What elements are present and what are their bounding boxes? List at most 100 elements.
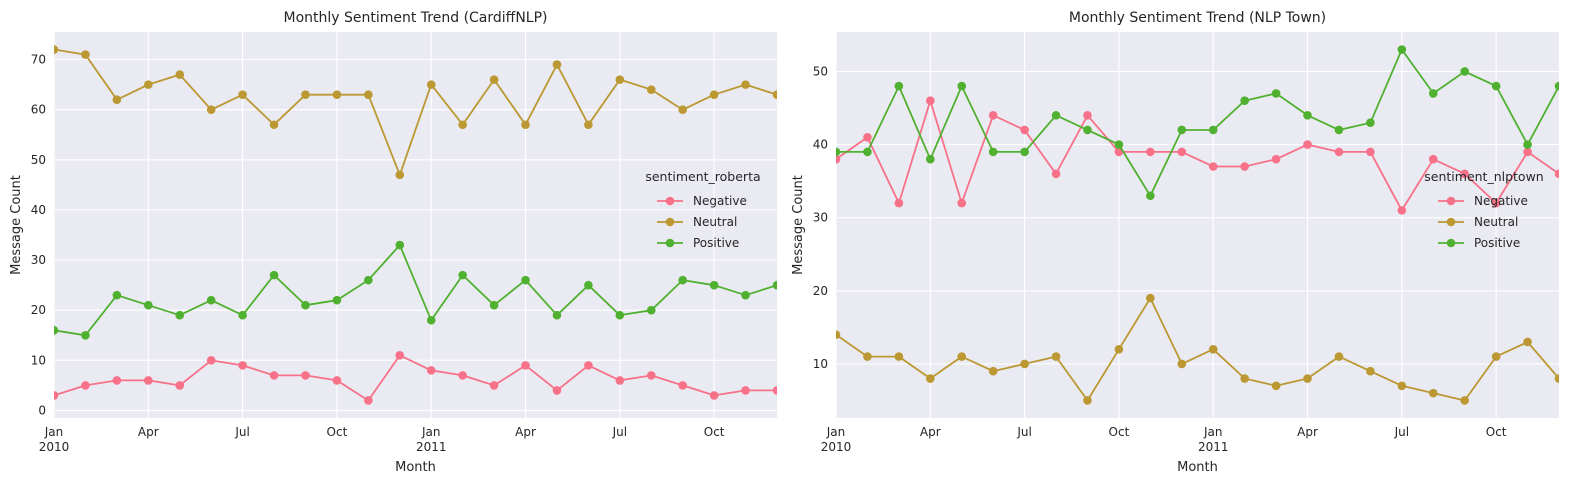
data-point bbox=[552, 310, 562, 320]
data-point bbox=[395, 170, 405, 180]
data-point bbox=[646, 85, 656, 94]
data-point bbox=[1208, 125, 1218, 135]
legend-marker bbox=[1446, 238, 1456, 248]
data-point bbox=[772, 280, 777, 290]
data-point bbox=[741, 80, 750, 89]
legend: sentiment_nlptown Negative Neutral Positive bbox=[1424, 169, 1543, 250]
data-point bbox=[489, 75, 499, 84]
data-point bbox=[175, 381, 185, 390]
data-point bbox=[301, 300, 310, 310]
data-point bbox=[144, 80, 153, 89]
data-point bbox=[1083, 111, 1092, 120]
data-point bbox=[836, 330, 841, 339]
x-tick-label: Apr bbox=[1297, 425, 1318, 439]
legend-marker bbox=[1446, 217, 1456, 227]
data-point bbox=[238, 361, 247, 370]
series-line-positive bbox=[54, 244, 777, 337]
legend-entry-positive: Positive bbox=[1474, 236, 1520, 250]
x-tick-year-label: 2011 bbox=[416, 440, 447, 454]
data-point bbox=[206, 356, 216, 365]
data-point bbox=[552, 386, 562, 395]
data-point bbox=[1114, 140, 1124, 149]
data-point bbox=[1240, 374, 1249, 383]
series-neutral bbox=[54, 45, 777, 180]
data-point bbox=[1366, 147, 1375, 157]
data-point bbox=[395, 240, 405, 250]
data-point bbox=[489, 300, 499, 310]
legend-entry-neutral: Neutral bbox=[1474, 215, 1518, 229]
data-point bbox=[1554, 374, 1559, 383]
data-point bbox=[1083, 396, 1092, 405]
legend-title: sentiment_nlptown bbox=[1424, 169, 1543, 184]
data-point bbox=[1083, 125, 1092, 135]
legend-marker bbox=[665, 217, 675, 227]
series-line-positive bbox=[836, 48, 1559, 197]
x-tick-label: Apr bbox=[920, 425, 941, 439]
legend-marker bbox=[665, 238, 675, 248]
x-tick-label: Jan bbox=[44, 425, 64, 439]
data-point bbox=[863, 132, 872, 142]
x-tick-label: Jul bbox=[612, 425, 627, 439]
data-point bbox=[1114, 344, 1124, 354]
x-tick-label: Oct bbox=[1109, 425, 1130, 439]
x-tick-label: Apr bbox=[515, 425, 536, 439]
data-point bbox=[988, 111, 998, 120]
y-tick-label: 30 bbox=[31, 253, 46, 267]
y-tick-label: 30 bbox=[813, 211, 828, 225]
data-point bbox=[894, 198, 904, 208]
data-point bbox=[584, 361, 593, 370]
data-point bbox=[1051, 169, 1061, 179]
legend-entry-positive: Positive bbox=[693, 236, 739, 250]
x-tick-year-label: 2011 bbox=[1198, 440, 1229, 454]
x-tick-label: Jul bbox=[1016, 425, 1031, 439]
data-point bbox=[81, 330, 90, 340]
x-axis-label: Month bbox=[1177, 460, 1218, 475]
data-point bbox=[615, 310, 625, 320]
y-tick-label: 50 bbox=[31, 153, 46, 167]
data-point bbox=[836, 154, 841, 164]
data-point bbox=[1460, 396, 1469, 405]
legend-marker bbox=[1446, 196, 1456, 206]
data-point bbox=[206, 105, 216, 115]
data-point bbox=[926, 154, 935, 164]
data-point bbox=[1303, 374, 1312, 383]
data-point bbox=[238, 310, 247, 320]
y-tick-label: 20 bbox=[813, 284, 828, 298]
data-point bbox=[1146, 293, 1155, 303]
data-point bbox=[426, 366, 436, 375]
data-point bbox=[709, 280, 719, 290]
chart-title: Monthly Sentiment Trend (NLP Town) bbox=[1069, 10, 1326, 26]
data-point bbox=[926, 374, 935, 383]
data-point bbox=[521, 120, 530, 130]
series-line-negative bbox=[54, 354, 777, 402]
data-point bbox=[552, 60, 562, 69]
data-point bbox=[615, 376, 625, 385]
data-point bbox=[584, 280, 593, 290]
data-point bbox=[863, 352, 872, 361]
y-tick-label: 10 bbox=[31, 353, 46, 367]
x-tick-label: Jul bbox=[234, 425, 249, 439]
data-point bbox=[1240, 96, 1249, 106]
data-point bbox=[1554, 81, 1559, 91]
data-point bbox=[646, 371, 656, 380]
series-negative bbox=[836, 96, 1559, 215]
data-point bbox=[1428, 388, 1438, 398]
legend-marker bbox=[665, 196, 675, 206]
legend: sentiment_roberta Negative Neutral Positive bbox=[645, 169, 760, 250]
data-point bbox=[206, 295, 216, 305]
data-point bbox=[81, 381, 90, 390]
data-point bbox=[957, 81, 967, 91]
data-point bbox=[426, 80, 436, 89]
data-point bbox=[489, 381, 499, 390]
data-point bbox=[678, 105, 687, 115]
data-point bbox=[741, 290, 750, 300]
data-point bbox=[1554, 169, 1559, 179]
data-point bbox=[741, 386, 750, 395]
data-point bbox=[1051, 352, 1061, 361]
x-tick-year-label: 2010 bbox=[821, 440, 852, 454]
y-tick-label: 40 bbox=[31, 203, 46, 217]
data-point bbox=[1523, 147, 1532, 157]
data-point bbox=[957, 198, 967, 208]
